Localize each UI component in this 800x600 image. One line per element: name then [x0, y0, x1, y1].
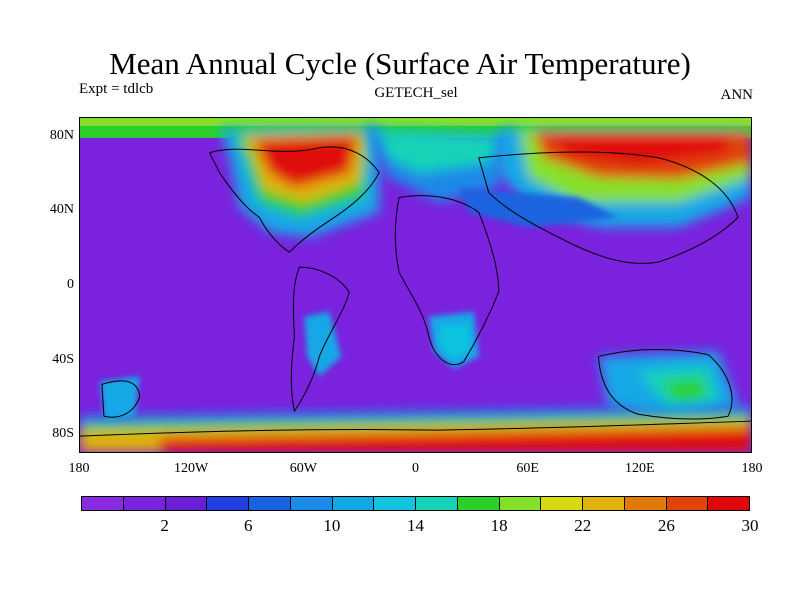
lat-tick-label: 80N [49, 127, 74, 143]
chart-title: Mean Annual Cycle (Surface Air Temperatu… [109, 46, 691, 81]
colorbar [81, 496, 750, 511]
andes-field [304, 311, 342, 377]
coastline-patagonia [101, 380, 141, 418]
temperature-map [79, 117, 752, 453]
colorbar-swatch [290, 497, 333, 510]
colorbar-swatch [541, 497, 583, 510]
lat-tick-label: 40N [49, 202, 74, 218]
colorbar-label: 22 [574, 516, 592, 535]
colorbar-swatch [249, 497, 291, 510]
colorbar-swatch [374, 497, 416, 510]
lon-tick-label: 180 [68, 461, 90, 476]
antarctic-field [80, 406, 751, 452]
season-label: ANN [720, 87, 754, 103]
europe-field [364, 127, 509, 203]
colorbar-swatch [165, 497, 208, 510]
coastline-australia [597, 349, 733, 420]
colorbar-label: 6 [244, 516, 253, 535]
colorbar-label: 26 [657, 516, 675, 535]
lon-tick-label: 120E [625, 461, 655, 476]
coastline-south-america [290, 266, 350, 413]
temperature-field [80, 118, 751, 452]
coastline-asia [478, 151, 739, 264]
arctic-edge [80, 118, 751, 126]
lon-tick-label: 120W [174, 461, 209, 476]
colorbar-swatch [123, 497, 166, 510]
patagonia-field [99, 376, 140, 422]
africa-field [428, 311, 479, 369]
coastlines [80, 146, 751, 437]
colorbar-label: 10 [323, 516, 341, 535]
lat-tick-label: 80S [52, 426, 74, 442]
lon-tick-label: 60W [289, 461, 317, 476]
lat-tick-label: 40S [52, 351, 74, 367]
north-america-field [219, 125, 380, 238]
lon-tick-label: 180 [741, 461, 763, 476]
coastline-europe-africa [394, 195, 500, 366]
colorbar-swatch [332, 497, 375, 510]
colorbar-swatch [624, 497, 667, 510]
colorbar-swatch [708, 497, 749, 510]
experiment-label: Expt = tdlcb [79, 81, 154, 97]
colorbar-label: 18 [490, 516, 508, 535]
colorbar-label: 2 [160, 516, 169, 535]
colorbar-label: 14 [407, 516, 424, 535]
dataset-label: GETECH_sel [374, 85, 458, 101]
map-canvas [80, 118, 751, 452]
colorbar-swatch [416, 497, 458, 510]
colorbar-swatch [583, 497, 625, 510]
coastline-north-america [208, 146, 380, 253]
colorbar-swatch [499, 497, 542, 510]
colorbar-swatch [207, 497, 249, 510]
lon-tick-label: 60E [516, 461, 539, 476]
colorbar-swatch [666, 497, 709, 510]
lon-tick-label: 0 [412, 461, 419, 476]
australia-field [598, 351, 739, 422]
coastline-antarctica [80, 420, 751, 437]
colorbar-label: 30 [741, 516, 759, 535]
colorbar-swatch [457, 497, 500, 510]
lat-tick-label: 0 [67, 277, 74, 292]
colorbar-swatch [82, 497, 124, 510]
